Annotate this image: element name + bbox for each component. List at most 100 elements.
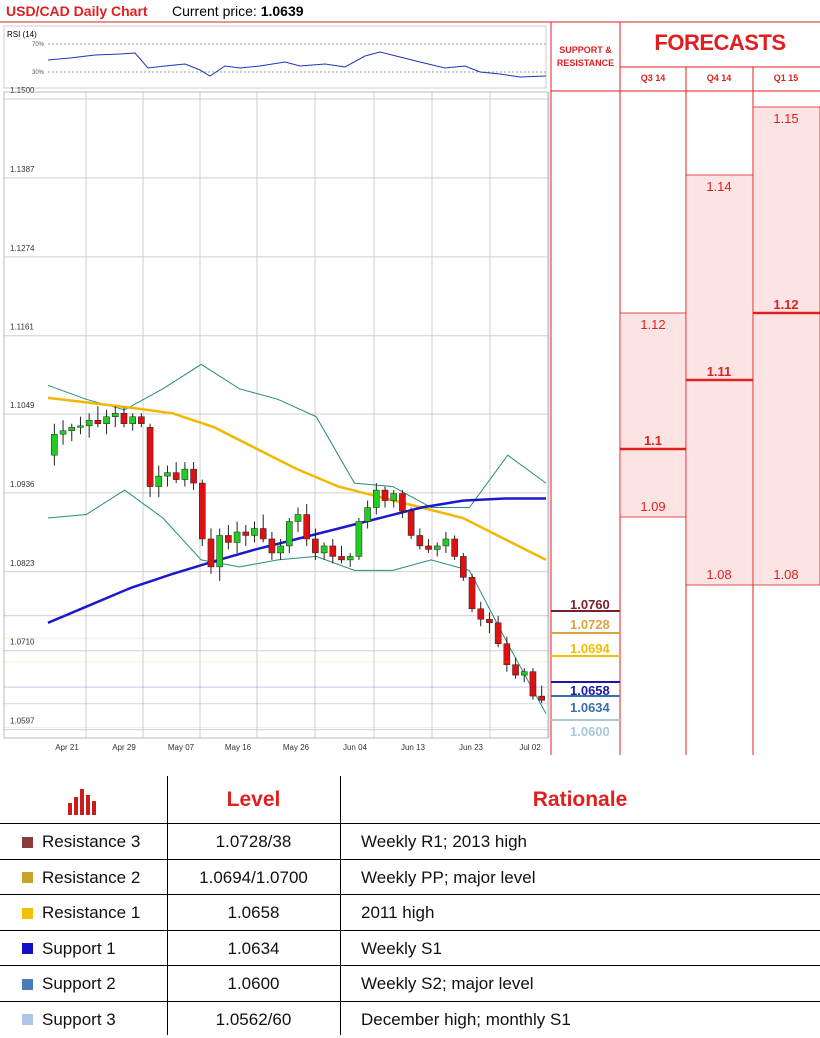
level-color-swatch <box>22 1014 33 1025</box>
level-rationale: 2011 high <box>361 903 435 922</box>
candle-body <box>277 545 284 554</box>
level-name-cell: Resistance 2 <box>22 860 167 896</box>
forecasts-title: FORECASTS <box>654 30 786 55</box>
rsi-label: RSI (14) <box>7 30 37 39</box>
level-name: Support 3 <box>42 1009 116 1029</box>
candle-body <box>329 545 337 557</box>
forecast-high-value: 1.15 <box>773 111 799 126</box>
candle-body <box>233 531 241 543</box>
candle-body <box>103 416 110 424</box>
level-name: Resistance 1 <box>42 903 141 922</box>
x-tick-label: Apr 29 <box>112 743 136 752</box>
rsi-tick-label: 70% <box>32 42 45 48</box>
y-tick-label: 1.1161 <box>10 323 34 332</box>
candle-body <box>425 545 432 550</box>
candle-body <box>216 535 223 568</box>
level-value: 1.0658 <box>227 903 280 922</box>
candle-body <box>486 619 493 624</box>
level-name-cell: Resistance 3 <box>22 824 167 860</box>
candle-body <box>120 413 128 424</box>
candle-body <box>164 472 171 477</box>
x-tick-label: Jul 02 <box>519 743 541 752</box>
candle-body <box>399 493 406 512</box>
rationale-column-header: Rationale <box>532 787 628 811</box>
table-row: Support 1 1.0634 Weekly S1 <box>0 929 820 966</box>
forecast-range-box <box>619 312 687 518</box>
x-tick-label: May 26 <box>283 743 310 752</box>
level-color-swatch <box>22 872 33 883</box>
candle-body <box>68 426 76 431</box>
candle-body <box>494 622 502 644</box>
forecast-mid-value: 1.12 <box>773 297 799 312</box>
y-tick-label: 1.1500 <box>10 86 35 95</box>
chart-header: USD/CAD Daily Chart Current price: 1.063… <box>0 0 551 22</box>
candle-body <box>207 538 215 568</box>
candle-body <box>538 695 545 701</box>
candle-body <box>416 535 424 547</box>
sr-level-label: 1.0694 <box>570 641 610 656</box>
table-row: Resistance 3 1.0728/38 Weekly R1; 2013 hig… <box>0 823 820 859</box>
candle-body <box>460 556 467 578</box>
current-price-value: 1.0639 <box>260 3 304 19</box>
x-tick-label: Jun 23 <box>459 743 484 752</box>
levels-table: Level Rationale Resistance 3 1.0728/38 Wee… <box>0 776 820 1035</box>
candle-body <box>111 413 119 417</box>
level-name: Support 1 <box>42 938 116 958</box>
candle-body <box>407 510 415 536</box>
level-value: 1.0728/38 <box>215 832 292 851</box>
sr-level-label: 1.0634 <box>570 700 610 715</box>
candle-body <box>529 671 537 697</box>
level-value: 1.0600 <box>227 974 280 993</box>
forecast-mid-value: 1.1 <box>643 433 663 448</box>
level-value: 1.0562/60 <box>215 1009 292 1029</box>
chart-title: USD/CAD Daily Chart <box>6 3 148 19</box>
level-color-swatch <box>22 943 33 954</box>
candle-body <box>355 521 363 557</box>
level-rationale: December high; monthly S1 <box>361 1009 571 1029</box>
sr-level-label: 1.0728 <box>570 617 610 632</box>
forecast-high-value: 1.14 <box>706 179 732 194</box>
candle-body <box>190 468 197 484</box>
rsi-panel <box>3 25 547 89</box>
rsi-line <box>47 51 547 78</box>
level-rationale: Weekly S2; major level <box>361 974 534 993</box>
candle-body <box>320 545 328 554</box>
candle-body <box>451 538 458 557</box>
table-row: Support 2 1.0600 Weekly S2; major level <box>0 965 820 1001</box>
candle-body <box>477 608 485 620</box>
y-tick-label: 1.1387 <box>10 165 35 174</box>
sr-level-label: 1.0760 <box>570 597 610 612</box>
x-tick-label: Jun 13 <box>401 743 426 752</box>
candle-body <box>364 507 371 522</box>
candle-body <box>251 528 258 536</box>
level-color-swatch <box>22 978 33 990</box>
sr-level-label: 1.0600 <box>570 724 610 739</box>
chart-canvas: RSI (14) 70% 30% 1.1500 1.1387 1.1274 1.1161 1.… <box>0 21 820 755</box>
support-resistance-title: SUPPORT & RESISTANCE <box>556 45 615 68</box>
support-resistance-header: SUPPORT & RESISTANCE <box>551 22 620 92</box>
candle-body <box>338 556 345 561</box>
y-tick-label: 1.0597 <box>10 717 35 726</box>
candle-body <box>503 643 511 665</box>
candle-body <box>259 528 267 540</box>
moving-average-yellow <box>47 396 547 562</box>
level-name: Resistance 2 <box>42 867 141 887</box>
current-price: Current price: 1.0639 <box>172 3 304 19</box>
candle-body <box>468 577 476 610</box>
level-value: 1.0634 <box>227 938 280 958</box>
candle-body <box>129 416 136 424</box>
x-tick-label: Jun 04 <box>343 743 368 752</box>
candle-body <box>146 426 154 487</box>
table-row: Resistance 2 1.0694/1.0700 Weekly PP; majo… <box>0 858 820 896</box>
candle-body <box>225 535 232 543</box>
candle-body <box>381 489 389 501</box>
level-rationale: Weekly PP; major level <box>361 867 536 887</box>
candle-body <box>172 472 180 480</box>
level-name-cell: Support 2 <box>22 966 167 1002</box>
candle-body <box>286 521 293 547</box>
candle-body <box>85 419 93 427</box>
x-tick-label: Apr 21 <box>55 743 79 752</box>
level-name: Support 2 <box>42 974 116 993</box>
current-price-label: Current price: <box>172 3 257 19</box>
candle-body <box>346 556 354 561</box>
